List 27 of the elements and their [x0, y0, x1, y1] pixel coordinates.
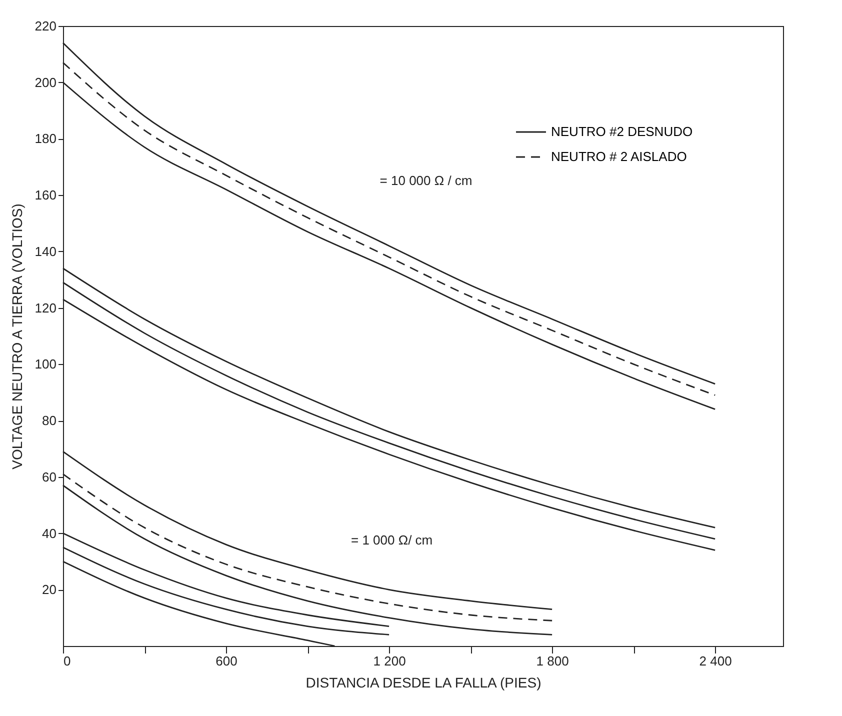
- y-tick-label: 180: [34, 131, 56, 146]
- x-tick-label: 2 400: [699, 654, 732, 668]
- y-axis-title: VOLTAGE NEUTRO A TIERRA (VOLTIOS): [8, 204, 25, 470]
- annotation: = 1 000 Ω/ cm: [351, 532, 433, 548]
- line-series: [62, 560, 336, 647]
- x-axis-title: DISTANCIA DESDE LA FALLA (PIES): [306, 674, 542, 690]
- y-tick-label: 20: [42, 582, 56, 598]
- y-tick-label: 100: [34, 356, 56, 372]
- annotation: = 10 000 Ω / cm: [380, 173, 472, 188]
- y-tick-label: 40: [42, 526, 56, 541]
- x-tick-label: 0: [64, 654, 71, 668]
- y-tick-label: 60: [42, 469, 56, 484]
- x-tick-label: 1 800: [536, 654, 569, 668]
- y-tick-label: 160: [34, 188, 56, 203]
- y-tick-label: 140: [34, 244, 56, 259]
- line-series: [62, 450, 553, 610]
- y-tick-label: 120: [34, 300, 56, 316]
- x-tick-label: 1 200: [373, 654, 406, 668]
- legend-label: NEUTRO # 2 AISLADO: [551, 149, 687, 164]
- x-tick-label: 600: [216, 654, 238, 668]
- y-tick-label: 200: [34, 74, 56, 90]
- legend-label: NEUTRO #2 DESNUDO: [551, 124, 693, 139]
- y-tick-label: 220: [34, 18, 56, 34]
- line-series: [62, 546, 390, 636]
- line-series: [62, 473, 553, 622]
- y-tick-label: 80: [42, 413, 56, 428]
- line-series: [62, 484, 553, 636]
